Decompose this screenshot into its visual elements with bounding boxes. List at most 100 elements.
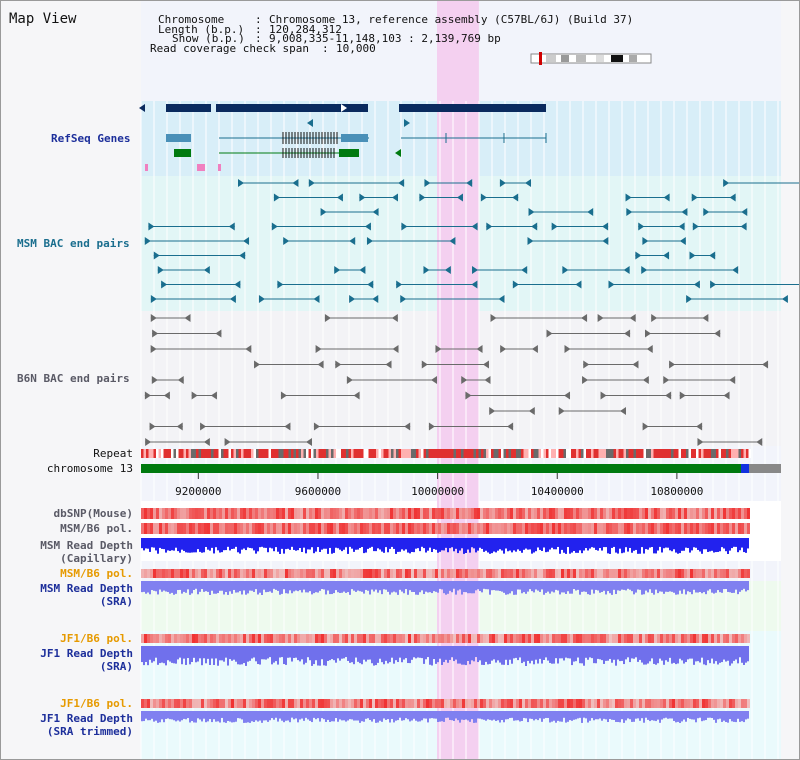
polymorphism-mark — [411, 634, 414, 643]
polymorphism-mark — [180, 699, 183, 708]
track-label-refseq[interactable]: RefSeq Genes — [51, 132, 131, 145]
msm-bac-pair-end — [391, 193, 398, 202]
b6n-bac-pair-end — [461, 376, 468, 384]
polymorphism-mark — [321, 699, 324, 708]
polymorphism-mark — [225, 634, 228, 643]
depth-bar — [221, 538, 223, 553]
depth-bar — [611, 646, 613, 663]
polymorphism-mark — [156, 508, 159, 519]
track-label-jf1-depth[interactable]: JF1 Read Depth (SRA) — [40, 647, 133, 673]
track-label-jf1-depth-trimmed[interactable]: JF1 Read Depth (SRA trimmed) — [40, 712, 133, 738]
track-label-dbsnp[interactable]: dbSNP(Mouse) — [53, 507, 133, 520]
polymorphism-mark — [540, 523, 543, 534]
track-label-jf1-pol-2[interactable]: JF1/B6 pol. — [60, 697, 133, 710]
polymorphism-mark — [231, 634, 234, 643]
polymorphism-mark — [468, 569, 471, 578]
track-label-msm-pol[interactable]: MSM/B6 pol. — [60, 522, 133, 535]
polymorphism-mark — [528, 508, 531, 519]
polymorphism-mark — [714, 699, 717, 708]
polymorphism-mark — [294, 508, 297, 519]
polymorphism-mark — [327, 508, 330, 519]
polymorphism-mark — [243, 569, 246, 578]
polymorphism-mark — [606, 508, 609, 519]
polymorphism-mark — [561, 569, 564, 578]
depth-bar — [735, 538, 737, 547]
repeat-mark — [601, 449, 604, 458]
repeat-mark — [696, 449, 699, 458]
polymorphism-mark — [219, 699, 222, 708]
depth-bar — [513, 538, 515, 551]
depth-bar — [543, 581, 545, 595]
polymorphism-mark — [660, 508, 663, 519]
depth-bar — [157, 581, 159, 595]
polymorphism-mark — [663, 699, 666, 708]
repeat-mark — [163, 449, 166, 458]
polymorphism-mark — [606, 699, 609, 708]
track-label-msm-depth-capillary[interactable]: MSM Read Depth (Capillary) — [40, 539, 133, 565]
depth-bar — [719, 538, 721, 552]
polymorphism-mark — [297, 508, 300, 519]
polymorphism-mark — [567, 634, 570, 643]
polymorphism-mark — [387, 508, 390, 519]
polymorphism-mark — [417, 634, 420, 643]
depth-bar — [689, 711, 691, 719]
polymorphism-mark — [675, 523, 678, 534]
polymorphism-mark — [630, 569, 633, 578]
polymorphism-mark — [351, 699, 354, 708]
depth-bar — [169, 711, 171, 720]
depth-bar — [579, 581, 581, 595]
polymorphism-mark — [144, 634, 147, 643]
polymorphism-mark — [684, 634, 687, 643]
depth-bar — [433, 711, 435, 719]
depth-bar — [533, 581, 535, 593]
depth-bar — [227, 646, 229, 666]
repeat-mark — [728, 449, 731, 458]
track-label-msm-bac[interactable]: MSM BAC end pairs — [17, 237, 130, 250]
depth-bar — [331, 646, 333, 660]
repeat-mark — [681, 449, 684, 458]
polymorphism-mark — [210, 523, 213, 534]
polymorphism-mark — [357, 634, 360, 643]
depth-bar — [711, 581, 713, 593]
repeat-mark — [411, 449, 414, 458]
depth-bar — [269, 711, 271, 721]
msm-bac-pair-end — [663, 251, 670, 260]
polymorphism-mark — [621, 699, 624, 708]
polymorphism-mark — [495, 569, 498, 578]
depth-bar — [569, 581, 571, 594]
polymorphism-mark — [606, 634, 609, 643]
depth-bar — [597, 646, 599, 659]
depth-bar — [291, 538, 293, 547]
b6n-bac-pair-end — [210, 391, 217, 400]
polymorphism-mark — [360, 508, 363, 519]
depth-bar — [547, 538, 549, 552]
depth-bar — [157, 538, 159, 554]
depth-bar — [407, 581, 409, 595]
depth-bar — [453, 711, 455, 721]
repeat-mark — [608, 449, 611, 458]
polymorphism-mark — [168, 634, 171, 643]
polymorphism-mark — [294, 569, 297, 578]
polymorphism-mark — [591, 569, 594, 578]
track-label-jf1-pol[interactable]: JF1/B6 pol. — [60, 632, 133, 645]
depth-bar — [167, 711, 169, 719]
track-label-b6n-bac[interactable]: B6N BAC end pairs — [17, 372, 130, 385]
depth-bar — [373, 581, 375, 592]
track-label-msm-depth-sra[interactable]: MSM Read Depth (SRA) — [40, 582, 133, 608]
depth-bar — [187, 711, 189, 719]
depth-bar — [535, 646, 537, 660]
depth-bar — [349, 646, 351, 663]
polymorphism-mark — [504, 569, 507, 578]
msm-bac-pair-end — [308, 179, 315, 187]
track-label-msm-pol-2[interactable]: MSM/B6 pol. — [60, 567, 133, 580]
polymorphism-mark — [747, 569, 750, 578]
b6n-bac-pair-end — [428, 422, 435, 431]
msm-bac-pair-end — [562, 266, 569, 274]
msm-bac-pair-end — [741, 208, 748, 216]
polymorphism-mark — [387, 634, 390, 643]
depth-bar — [667, 581, 669, 592]
repeat-mark — [161, 449, 164, 458]
depth-bar — [341, 646, 343, 659]
depth-bar — [141, 581, 143, 593]
